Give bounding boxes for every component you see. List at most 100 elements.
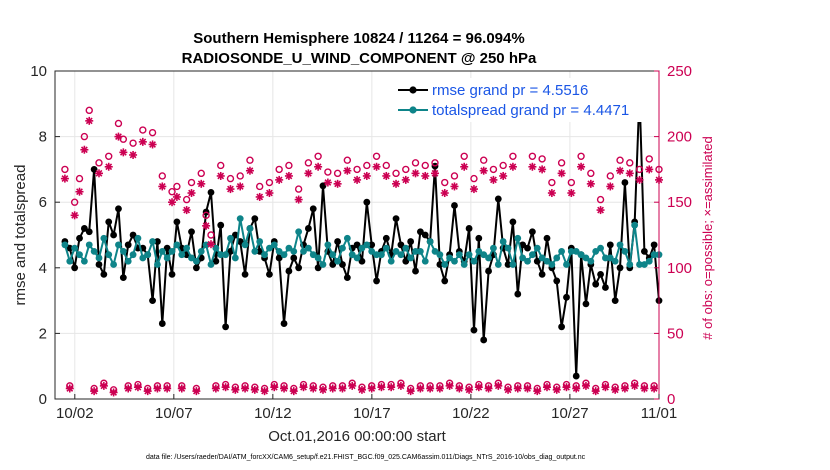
data-point-1 xyxy=(645,257,653,265)
data-point-1 xyxy=(256,238,264,245)
data-point-2 xyxy=(70,198,79,206)
data-point-0 xyxy=(329,261,337,268)
data-point-2 xyxy=(85,106,93,115)
data-point-3 xyxy=(538,165,547,174)
data-point-3 xyxy=(377,383,386,392)
footnote: data file: /Users/raeder/DAI/ATM_forcXX/… xyxy=(146,454,586,461)
data-point-3 xyxy=(601,383,610,392)
legend-spread-marker xyxy=(409,106,417,114)
data-point-3 xyxy=(158,182,167,191)
data-point-3 xyxy=(528,162,537,171)
data-point-1 xyxy=(514,234,522,242)
data-point-3 xyxy=(338,384,347,393)
data-point-0 xyxy=(319,182,327,190)
data-point-1 xyxy=(139,254,147,262)
data-point-1 xyxy=(524,257,531,265)
data-point-3 xyxy=(124,384,133,393)
data-point-1 xyxy=(640,261,648,268)
data-point-3 xyxy=(353,175,362,184)
data-point-3 xyxy=(650,384,659,393)
data-point-0 xyxy=(416,228,424,236)
data-point-0 xyxy=(95,261,103,268)
data-point-3 xyxy=(577,162,586,171)
data-point-3 xyxy=(469,185,478,194)
data-point-2 xyxy=(202,211,210,220)
data-point-2 xyxy=(324,168,332,176)
data-point-3 xyxy=(440,189,449,198)
y-tick-label-left: 2 xyxy=(39,325,47,342)
data-point-0 xyxy=(592,280,600,288)
data-point-1 xyxy=(538,254,546,262)
data-point-0 xyxy=(222,323,230,331)
x-tick-label: 10/22 xyxy=(452,405,490,422)
data-point-3 xyxy=(80,145,89,154)
x-tick-label: 10/02 xyxy=(56,405,94,422)
data-point-3 xyxy=(645,165,654,174)
data-point-2 xyxy=(421,161,429,170)
data-point-1 xyxy=(426,238,434,245)
data-point-0 xyxy=(168,270,176,278)
data-point-3 xyxy=(104,162,113,171)
data-point-2 xyxy=(616,156,624,164)
data-point-1 xyxy=(480,251,488,259)
data-point-1 xyxy=(626,261,634,268)
data-point-2 xyxy=(528,152,537,160)
data-point-3 xyxy=(226,185,235,194)
data-point-1 xyxy=(368,248,376,255)
data-point-2 xyxy=(197,169,205,178)
data-point-1 xyxy=(494,261,502,268)
data-point-1 xyxy=(124,257,132,265)
data-point-1 xyxy=(455,251,463,259)
data-point-3 xyxy=(323,178,332,187)
data-point-0 xyxy=(275,254,283,262)
data-point-1 xyxy=(416,248,424,255)
data-point-1 xyxy=(217,251,225,259)
data-point-2 xyxy=(173,182,181,191)
data-point-3 xyxy=(148,140,157,149)
data-point-3 xyxy=(255,192,264,201)
data-point-3 xyxy=(591,387,600,396)
data-point-1 xyxy=(592,248,600,255)
data-point-1 xyxy=(275,248,283,255)
data-point-3 xyxy=(479,166,488,175)
data-point-2 xyxy=(275,165,283,174)
data-point-2 xyxy=(236,172,244,180)
data-point-2 xyxy=(450,172,459,180)
data-point-3 xyxy=(499,171,508,180)
data-point-0 xyxy=(528,228,536,236)
data-point-1 xyxy=(222,251,230,259)
data-point-1 xyxy=(407,254,415,262)
data-point-2 xyxy=(596,195,605,204)
data-point-2 xyxy=(217,161,225,170)
data-point-3 xyxy=(94,169,103,178)
data-point-3 xyxy=(153,384,162,393)
data-point-3 xyxy=(138,137,147,146)
data-point-0 xyxy=(314,264,322,272)
data-point-0 xyxy=(163,244,171,252)
data-point-1 xyxy=(207,261,215,268)
data-point-2 xyxy=(187,178,196,187)
data-point-0 xyxy=(514,290,522,298)
data-point-1 xyxy=(197,248,205,255)
data-point-0 xyxy=(538,270,546,278)
data-point-0 xyxy=(290,254,298,262)
data-point-2 xyxy=(114,119,123,128)
y-tick-label-right: 250 xyxy=(667,63,692,80)
y-tick-label-right: 150 xyxy=(667,194,692,211)
data-point-1 xyxy=(421,257,429,265)
data-point-1 xyxy=(188,254,195,262)
data-point-3 xyxy=(581,381,590,390)
data-point-1 xyxy=(582,254,590,262)
data-point-0 xyxy=(597,270,604,278)
data-point-1 xyxy=(397,251,405,259)
data-point-0 xyxy=(470,326,478,334)
data-point-3 xyxy=(396,381,405,390)
data-point-3 xyxy=(90,387,99,396)
data-point-1 xyxy=(587,257,595,265)
legend-rmse-label: rmse grand pr = 4.5516 xyxy=(432,82,588,99)
data-point-3 xyxy=(367,384,376,393)
data-point-1 xyxy=(650,251,658,259)
data-point-1 xyxy=(412,248,419,255)
data-point-0 xyxy=(504,261,512,268)
data-point-1 xyxy=(154,261,161,268)
